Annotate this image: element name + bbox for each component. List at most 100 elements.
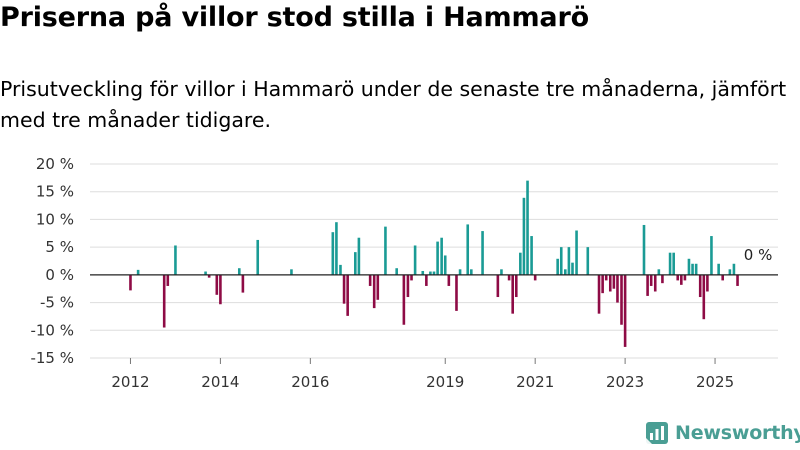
bar: [604, 274, 608, 281]
bar: [395, 268, 398, 275]
bar: [481, 231, 484, 275]
bar: [559, 247, 563, 275]
bar: [575, 230, 578, 275]
y-tick-label: -5 %: [40, 294, 74, 312]
bar: [376, 274, 380, 300]
bar: [530, 236, 533, 275]
bar: [421, 270, 425, 275]
bar: [241, 274, 245, 293]
bar: [687, 258, 691, 275]
bar: [710, 236, 713, 275]
newsworthy-logo-icon: [646, 422, 668, 444]
bar: [207, 274, 211, 278]
bar: [237, 268, 241, 275]
bar: [447, 274, 451, 286]
annotations: 0 %: [744, 246, 773, 264]
bar: [608, 274, 612, 292]
x-tick-label: 2023: [606, 373, 644, 391]
bar: [653, 274, 657, 292]
bar: [620, 274, 623, 325]
bar: [443, 255, 447, 275]
bar: [129, 274, 132, 291]
bar: [646, 274, 649, 296]
bar: [676, 274, 680, 281]
last-value-annotation: 0 %: [744, 246, 773, 264]
bar: [507, 274, 511, 281]
y-tick-label: 15 %: [36, 183, 74, 201]
bar: [496, 274, 500, 298]
y-tick-label: 20 %: [36, 155, 74, 173]
bar: [526, 180, 529, 275]
bar: [402, 274, 406, 325]
bar: [736, 274, 739, 286]
x-tick-label: 2021: [516, 373, 554, 391]
bar: [436, 241, 439, 275]
bar: [680, 274, 683, 285]
bar: [440, 237, 443, 275]
bar: [357, 237, 361, 275]
bar: [661, 274, 664, 284]
bar: [219, 274, 222, 305]
bar: [702, 274, 706, 320]
bar: [642, 224, 646, 275]
bar: [413, 245, 417, 275]
bar: [432, 271, 436, 275]
bar: [290, 269, 293, 275]
bar: [425, 274, 428, 286]
bar: [500, 269, 503, 275]
x-tick-label: 2012: [111, 373, 149, 391]
bar: [668, 252, 672, 275]
x-axis: 2012 2014 2016 2019 2021 2023 2025: [111, 358, 734, 391]
bar: [410, 274, 413, 281]
bar: [672, 252, 675, 275]
bar: [564, 269, 567, 275]
bar: [162, 274, 166, 328]
bar: [657, 269, 661, 275]
bar: [470, 269, 473, 275]
grid-lines: [90, 163, 778, 359]
y-tick-label: -10 %: [30, 321, 74, 339]
bar: [342, 274, 346, 304]
bar: [597, 274, 601, 314]
bar: [166, 274, 170, 286]
y-tick-label: -15 %: [30, 349, 74, 367]
x-tick-label: 2025: [696, 373, 734, 391]
newsworthy-logo: Newsworthy: [645, 420, 800, 446]
bar: [455, 274, 458, 311]
y-axis: 20 % 15 % 10 % 5 % 0 % -5 % -10 % -15 %: [30, 155, 74, 367]
bar: [372, 274, 376, 309]
bar: [612, 274, 616, 289]
bar: [514, 274, 518, 298]
bar: [683, 274, 687, 281]
bar: [384, 226, 387, 275]
bar: [623, 274, 627, 347]
bar: [556, 258, 559, 275]
bar: [354, 252, 357, 275]
bar: [732, 263, 736, 275]
bar: [429, 271, 432, 275]
bar: [511, 274, 514, 314]
bar: [601, 274, 604, 294]
bar: [136, 269, 140, 275]
newsworthy-logo-text: Newsworthy: [675, 422, 800, 444]
bar: [174, 245, 177, 275]
bar: [698, 274, 702, 298]
bar: [335, 222, 338, 275]
bars: [129, 180, 739, 347]
chart-subtitle: Prisutveckling för villor i Hammarö unde…: [0, 77, 787, 132]
bar: [691, 263, 694, 275]
bar: [694, 263, 698, 275]
bar: [522, 197, 526, 275]
bar: [571, 262, 574, 275]
y-tick-label: 10 %: [36, 210, 74, 228]
bar: [721, 274, 724, 281]
x-tick-label: 2016: [291, 373, 329, 391]
y-tick-label: 0 %: [45, 266, 74, 284]
bar: [204, 271, 207, 275]
bar: [533, 274, 537, 281]
x-tick-label: 2019: [426, 373, 464, 391]
bar: [717, 263, 720, 275]
bar: [339, 264, 342, 275]
bar: [728, 269, 732, 275]
